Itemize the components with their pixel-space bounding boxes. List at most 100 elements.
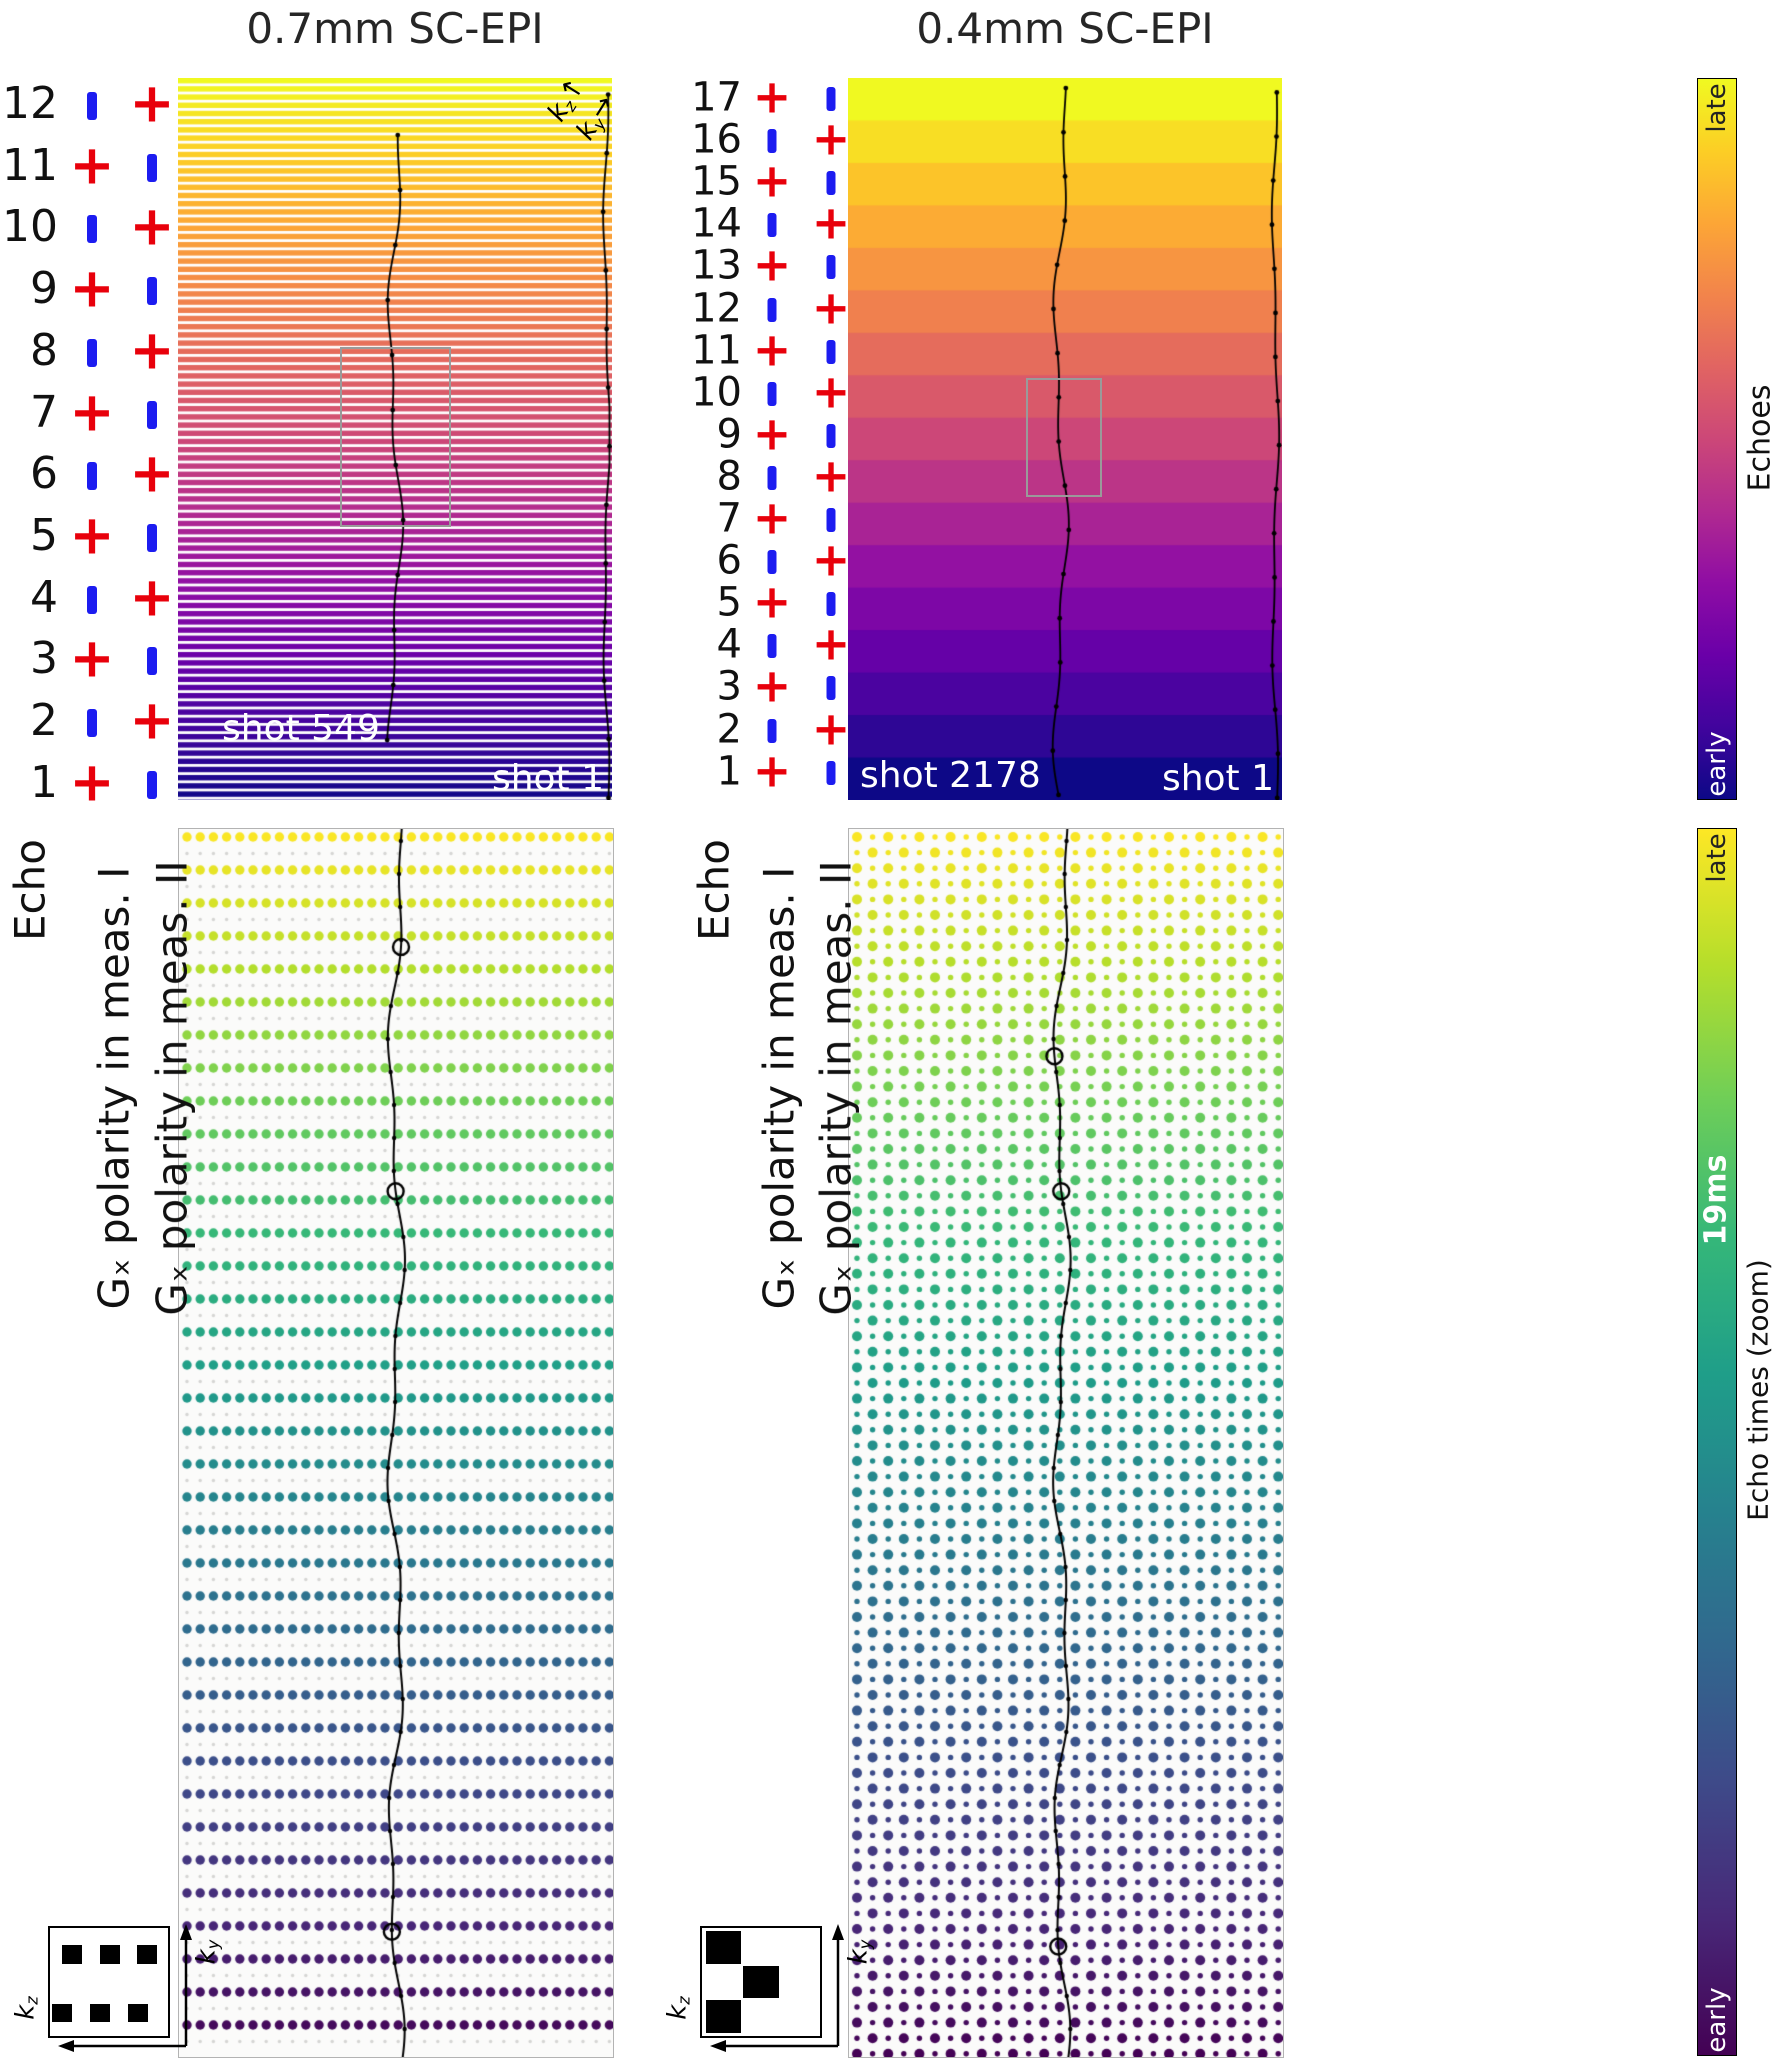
- polarity-meas2-plus-symbol: +: [811, 111, 851, 166]
- echo-number: 8: [716, 453, 742, 500]
- inset-axes-right: [710, 1924, 844, 2052]
- echo-number: 2: [716, 705, 742, 752]
- polarity-meas2-plus-symbol: +: [811, 280, 851, 335]
- echo-number: 1: [30, 756, 58, 808]
- sampling-pattern-block: [90, 2003, 111, 2022]
- inset-ky-label-left: ky: [191, 1939, 223, 1965]
- sampling-pattern-block: [52, 2003, 73, 2022]
- polarity-meas2-minus-symbol: [826, 508, 836, 532]
- figure-title-right: 0.4mm SC-EPI: [916, 4, 1214, 53]
- echo-number: 11: [691, 326, 742, 373]
- shot-label-mid-left: shot 549: [222, 708, 380, 749]
- echo-number: 10: [2, 201, 58, 253]
- echo-number: 4: [30, 571, 58, 623]
- colorbar-echoes: [1697, 78, 1737, 800]
- kspace-overview-canvas-right: [848, 78, 1282, 800]
- figure-title-left: 0.7mm SC-EPI: [246, 4, 544, 53]
- meas2-polarity-label-right: Gₓ polarity in meas. II: [811, 860, 861, 1316]
- shot-label-mid-right: shot 2178: [860, 755, 1041, 796]
- inset-ky-label-right: ky: [843, 1939, 875, 1965]
- polarity-meas2-minus-symbol: [147, 647, 157, 676]
- meas1-polarity-label-right: Gₓ polarity in meas. I: [754, 866, 804, 1310]
- polarity-meas1-plus-symbol: +: [752, 69, 792, 124]
- echo-column-label-left: Echo: [5, 839, 55, 941]
- polarity-meas1-minus-symbol: [767, 718, 777, 743]
- polarity-meas2-plus-symbol: +: [811, 532, 851, 587]
- shot-label-edge-left: shot 1: [491, 758, 604, 799]
- zoom-region-box-right: [1025, 377, 1102, 498]
- kspace-overview-canvas-left: [178, 78, 612, 800]
- echo-number: 11: [2, 139, 58, 191]
- meas2-polarity-label-left: Gₓ polarity in meas. II: [147, 860, 197, 1316]
- polarity-meas1-plus-symbol: +: [752, 490, 792, 545]
- echo-number: 7: [716, 495, 742, 542]
- polarity-meas1-minus-symbol: [767, 465, 777, 490]
- echo-number: 6: [716, 537, 742, 584]
- polarity-meas2-plus-symbol: +: [129, 564, 175, 628]
- sampling-pattern-block: [61, 1945, 82, 1964]
- sampling-pattern-block: [127, 2003, 148, 2022]
- polarity-meas2-minus-symbol: [826, 592, 836, 617]
- echo-number: 13: [691, 242, 742, 289]
- echo-number: 10: [691, 369, 742, 416]
- polarity-meas2-minus-symbol: [147, 400, 157, 429]
- polarity-meas1-minus-symbol: [87, 215, 97, 244]
- polarity-meas1-minus-symbol: [767, 213, 777, 238]
- echo-number: 5: [30, 510, 58, 562]
- polarity-meas1-minus-symbol: [767, 297, 777, 322]
- echo-number: 7: [30, 386, 58, 438]
- echo-number: 16: [691, 116, 742, 163]
- polarity-meas1-plus-symbol: +: [69, 132, 115, 196]
- echo-number: 6: [30, 448, 58, 500]
- echo-number: 4: [716, 621, 742, 668]
- polarity-meas1-minus-symbol: [767, 550, 777, 575]
- echo-number: 3: [716, 663, 742, 710]
- polarity-meas2-minus-symbol: [826, 676, 836, 701]
- polarity-meas2-minus-symbol: [826, 171, 836, 196]
- echo-number: 8: [30, 325, 58, 377]
- echo-number: 12: [691, 284, 742, 331]
- sampling-pattern-block: [705, 2000, 741, 2033]
- polarity-meas1-plus-symbol: +: [752, 574, 792, 629]
- echo-number: 1: [716, 747, 742, 794]
- polarity-meas2-plus-symbol: +: [811, 616, 851, 671]
- sampling-pattern-block: [137, 1945, 158, 1964]
- echo-number: 2: [30, 695, 58, 747]
- polarity-meas1-plus-symbol: +: [752, 743, 792, 798]
- polarity-meas1-plus-symbol: +: [69, 379, 115, 443]
- echo-number: 15: [691, 158, 742, 205]
- echo-number: 12: [2, 78, 58, 130]
- polarity-meas2-minus-symbol: [826, 760, 836, 785]
- polarity-meas1-plus-symbol: +: [69, 256, 115, 320]
- polarity-meas2-plus-symbol: +: [129, 71, 175, 135]
- polarity-meas1-minus-symbol: [87, 92, 97, 120]
- polarity-meas1-minus-symbol: [87, 585, 97, 614]
- sampling-pattern-block: [743, 1965, 779, 1999]
- colorbar-echoes-early-label: early: [1702, 731, 1732, 797]
- inset-kz-label-right: kz: [662, 1996, 694, 2020]
- polarity-meas2-minus-symbol: [147, 523, 157, 552]
- echo-number: 9: [716, 411, 742, 458]
- echo-number: 14: [691, 200, 742, 247]
- sampling-pattern-inset-left: [48, 1926, 170, 2038]
- polarity-meas1-minus-symbol: [767, 634, 777, 659]
- polarity-meas2-plus-symbol: +: [129, 194, 175, 258]
- polarity-meas2-minus-symbol: [826, 255, 836, 280]
- polarity-meas2-minus-symbol: [147, 770, 157, 799]
- polarity-meas1-minus-symbol: [767, 129, 777, 154]
- polarity-meas1-minus-symbol: [87, 462, 97, 491]
- echo-number: 9: [30, 263, 58, 315]
- inset-axes-left: [58, 1924, 192, 2052]
- polarity-meas1-minus-symbol: [767, 381, 777, 406]
- polarity-meas2-minus-symbol: [147, 277, 157, 306]
- shot-label-edge-right: shot 1: [1161, 758, 1274, 799]
- kspace-zoom-canvas-left: [178, 828, 614, 2058]
- polarity-meas2-plus-symbol: +: [811, 364, 851, 419]
- polarity-meas2-plus-symbol: +: [811, 448, 851, 503]
- colorbar-echo-times-title: Echo times (zoom): [1741, 1259, 1775, 1521]
- echo-number: 17: [691, 74, 742, 121]
- colorbar-echo-times-19ms-tick: 19ms: [1698, 1154, 1734, 1246]
- sampling-pattern-inset-right: [700, 1926, 822, 2038]
- colorbar-echo-times: [1697, 828, 1737, 2056]
